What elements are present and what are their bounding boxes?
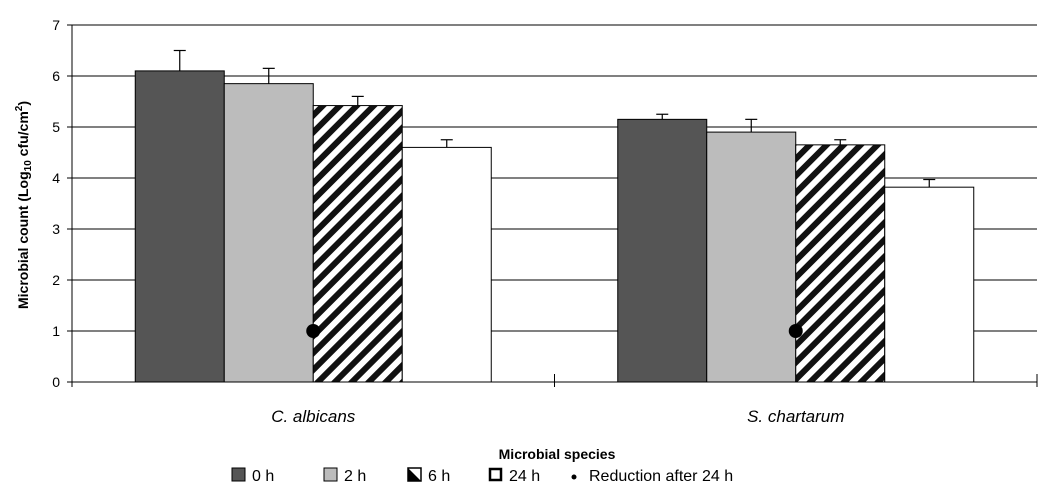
y-tick-label-3: 3	[52, 221, 60, 237]
legend-swatch-3	[488, 467, 503, 482]
bar-1-1	[706, 131, 797, 383]
y-tick-label-2: 2	[52, 272, 60, 288]
x-axis-title: Microbial species	[499, 446, 616, 462]
y-tick-label-5: 5	[52, 119, 60, 135]
bar-1-0	[617, 118, 708, 383]
category-label-0: C. albicans	[271, 407, 356, 426]
legend-swatch-1	[323, 467, 338, 482]
y-tick-label-1: 1	[52, 323, 60, 339]
category-label-1: S. chartarum	[747, 407, 844, 426]
legend-label-2: 6 h	[428, 468, 450, 485]
bar-0-1	[223, 83, 314, 383]
reduction-marker-1	[788, 324, 803, 338]
y-axis-title: Microbial count (Log10 cfu/cm2)	[14, 101, 34, 309]
legend-label-3: 24 h	[509, 468, 540, 485]
reduction-marker-0	[306, 324, 321, 338]
axes	[67, 24, 1038, 387]
y-tick-label-4: 4	[52, 170, 60, 186]
legend-swatch-fill-2	[408, 468, 421, 481]
y-tick-label-6: 6	[52, 68, 60, 84]
bar-0-0	[134, 70, 225, 383]
y-tick-label-0: 0	[52, 374, 60, 390]
legend-swatch-0	[231, 467, 246, 482]
y-tick-label-7: 7	[52, 17, 60, 33]
legend-label-marker: Reduction after 24 h	[589, 468, 733, 485]
tick-labels: 0 1 2 3 4 5 6 7 C. albicans S. chartarum	[52, 17, 844, 426]
legend-label-1: 2 h	[344, 468, 366, 485]
bar-1-3	[884, 186, 975, 383]
bar-1-2	[795, 144, 886, 383]
bars	[134, 49, 975, 383]
legend: 0 h 2 h 6 h 24 h Reduction after 24 h	[231, 467, 733, 485]
legend-label-0: 0 h	[252, 468, 274, 485]
bar-0-2	[312, 105, 403, 383]
bar-0-3	[401, 146, 492, 383]
legend-marker-swatch	[571, 474, 577, 480]
